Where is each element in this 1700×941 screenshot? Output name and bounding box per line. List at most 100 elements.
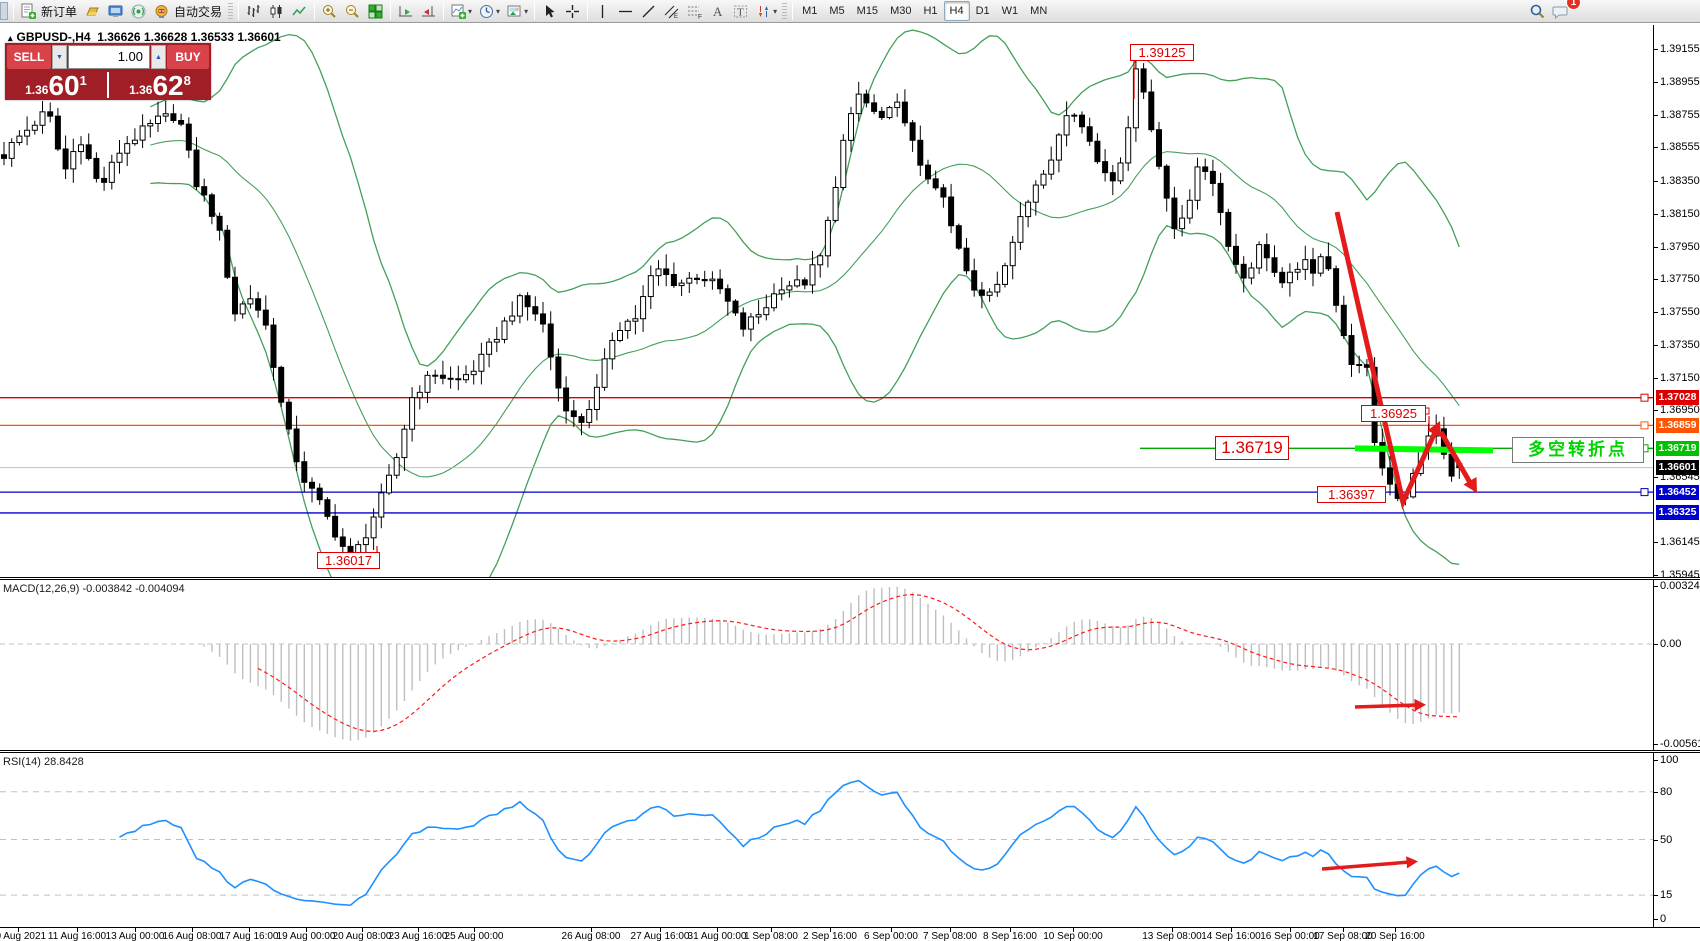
pane-separator[interactable]: [0, 577, 1700, 580]
timeframe-m1[interactable]: M1: [802, 5, 818, 17]
candle: [1117, 157, 1124, 185]
level-endpoint-square[interactable]: [1640, 444, 1649, 453]
candlestick-chart-button[interactable]: [265, 1, 288, 22]
zoom-out-button[interactable]: [341, 1, 364, 22]
price-axis[interactable]: 1.39155 1.38955 1.38755 1.38555 1.38350 1.381…: [1653, 0, 1700, 941]
macd-histogram-bar: [1266, 644, 1268, 668]
macd-annotation-arrow[interactable]: [1354, 703, 1419, 709]
vertical-line-tool-button[interactable]: [591, 1, 614, 22]
equidistant-channel-tool-button[interactable]: E: [660, 1, 683, 22]
volume-input[interactable]: 1.00: [68, 45, 150, 69]
level-endpoint-square[interactable]: [1640, 393, 1649, 402]
sell-button[interactable]: SELL: [7, 45, 51, 69]
text-tool-button[interactable]: A: [706, 1, 729, 22]
volume-increase-button[interactable]: ▲: [151, 45, 166, 69]
timeframe-h1[interactable]: H1: [923, 5, 938, 17]
axis-tick-label: 1.36145: [1660, 536, 1700, 548]
text-label-tool-button[interactable]: T: [729, 1, 752, 22]
candle: [532, 296, 539, 321]
trend-arrow-down[interactable]: [1438, 430, 1475, 488]
candle: [1009, 235, 1016, 280]
zoom-in-button[interactable]: [318, 1, 341, 22]
macd-histogram-bar: [619, 639, 621, 644]
buy-price[interactable]: 1.36 62 8: [109, 70, 211, 100]
data-window-button[interactable]: [104, 1, 127, 22]
rsi-pane[interactable]: [0, 753, 1653, 927]
macd-pane[interactable]: [0, 580, 1653, 750]
candle: [1156, 121, 1162, 170]
arrows-tool-button[interactable]: ▾: [752, 1, 780, 22]
time-label: 31 Aug 00:00: [687, 931, 747, 941]
add-indicator-button[interactable]: ▾: [447, 1, 475, 22]
candle: [609, 332, 616, 370]
timeframe-mn[interactable]: MN: [1030, 5, 1048, 17]
pivot-trend-segment[interactable]: [1354, 445, 1494, 454]
candle: [624, 318, 631, 339]
macd-histogram-bar: [711, 618, 714, 644]
timeframe-d1[interactable]: D1: [975, 5, 990, 17]
candle: [801, 277, 808, 290]
macd-histogram-bar: [1435, 644, 1437, 715]
market-watch-button[interactable]: [81, 1, 104, 22]
fibonacci-tool-button[interactable]: F: [683, 1, 706, 22]
macd-histogram-bar: [434, 644, 436, 665]
auto-trading-label[interactable]: 自动交易: [174, 4, 223, 19]
buy-button[interactable]: BUY: [167, 45, 209, 69]
sell-price[interactable]: 1.36 60 1: [5, 70, 107, 100]
trend-arrow-down-up[interactable]: [1334, 211, 1440, 510]
candle: [1079, 111, 1085, 134]
rsi-annotation-arrow[interactable]: [1321, 860, 1411, 871]
auto-scroll-button[interactable]: [394, 1, 417, 22]
auto-trading-button[interactable]: [150, 1, 173, 22]
search-button[interactable]: [1526, 1, 1549, 22]
macd-histogram-bar: [419, 644, 421, 682]
time-tick: [950, 928, 951, 932]
svg-text:E: E: [674, 14, 678, 20]
sell-price-small: 1.36: [25, 83, 49, 97]
chevron-down-icon: ▾: [524, 6, 529, 16]
bar-chart-button[interactable]: [242, 1, 265, 22]
timeframe-w1[interactable]: W1: [1001, 5, 1019, 17]
trendline-tool-button[interactable]: [637, 1, 660, 22]
timeframe-h4[interactable]: H4: [943, 1, 970, 21]
notifications-button[interactable]: 1: [1549, 0, 1581, 22]
candle: [1025, 199, 1032, 228]
tile-windows-button[interactable]: [364, 1, 387, 22]
volume-decrease-button[interactable]: ▼: [52, 45, 67, 69]
macd-histogram-bar: [1089, 619, 1091, 644]
toolbar-separator: [534, 2, 536, 20]
candle: [1102, 149, 1109, 182]
candle: [1063, 101, 1070, 147]
new-order-button[interactable]: [17, 1, 40, 22]
candle: [409, 387, 416, 442]
macd-histogram-bar: [942, 615, 945, 644]
macd-histogram-bar: [819, 628, 821, 644]
new-order-label[interactable]: 新订单: [41, 4, 78, 19]
time-tick: [830, 928, 831, 932]
timeframe-m15[interactable]: M15: [856, 5, 879, 17]
line-chart-button[interactable]: [288, 1, 311, 22]
candle: [678, 279, 685, 296]
templates-button[interactable]: ▾: [503, 1, 531, 22]
level-endpoint-square[interactable]: [1640, 421, 1649, 430]
level-endpoint-square[interactable]: [1640, 488, 1649, 497]
pane-separator[interactable]: [0, 750, 1700, 753]
horizontal-line-tool-button[interactable]: [614, 1, 637, 22]
collapse-triangle-icon[interactable]: ▴: [8, 33, 13, 43]
candle: [1263, 233, 1270, 272]
timeframe-m5[interactable]: M5: [829, 5, 845, 17]
timeframe-m30[interactable]: M30: [890, 5, 912, 17]
macd-histogram-bar: [295, 644, 298, 716]
main-chart-pane[interactable]: [0, 25, 1653, 577]
candle: [432, 369, 439, 385]
candle: [393, 453, 400, 479]
crosshair-tool-button[interactable]: [561, 1, 584, 22]
chart-shift-button[interactable]: [417, 1, 440, 22]
macd-histogram-bar: [719, 620, 721, 644]
candle: [139, 114, 146, 148]
periods-button[interactable]: ▾: [475, 1, 503, 22]
cursor-tool-button[interactable]: [538, 1, 561, 22]
signals-button[interactable]: [127, 1, 150, 22]
candle: [1040, 169, 1047, 189]
